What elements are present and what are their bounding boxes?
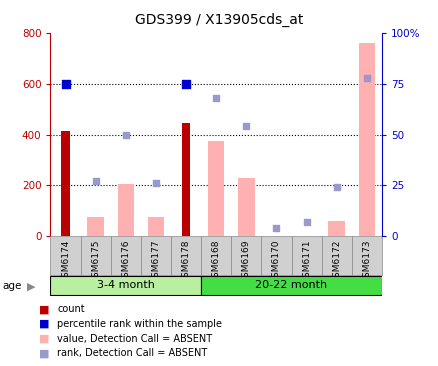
- Text: GDS399 / X13905cds_at: GDS399 / X13905cds_at: [135, 13, 303, 27]
- Bar: [147, 217, 164, 236]
- Bar: [328, 221, 344, 236]
- Text: GSM6176: GSM6176: [121, 239, 130, 283]
- Bar: [117, 184, 134, 236]
- Point: [122, 132, 129, 138]
- Point: [363, 75, 370, 81]
- FancyBboxPatch shape: [50, 276, 201, 295]
- Text: GSM6173: GSM6173: [361, 239, 371, 283]
- Bar: [237, 178, 254, 236]
- Text: ■: ■: [39, 319, 49, 329]
- Text: GSM6172: GSM6172: [332, 239, 340, 283]
- Text: count: count: [57, 304, 85, 314]
- Text: GSM6178: GSM6178: [181, 239, 190, 283]
- FancyBboxPatch shape: [261, 236, 291, 274]
- Text: value, Detection Call = ABSENT: value, Detection Call = ABSENT: [57, 333, 212, 344]
- Text: rank, Detection Call = ABSENT: rank, Detection Call = ABSENT: [57, 348, 207, 358]
- FancyBboxPatch shape: [231, 236, 261, 274]
- Text: GSM6171: GSM6171: [301, 239, 311, 283]
- FancyBboxPatch shape: [291, 236, 321, 274]
- Text: GSM6175: GSM6175: [91, 239, 100, 283]
- FancyBboxPatch shape: [201, 276, 381, 295]
- FancyBboxPatch shape: [110, 236, 141, 274]
- Point: [272, 225, 279, 231]
- Text: GSM6169: GSM6169: [241, 239, 250, 283]
- Bar: [208, 141, 224, 236]
- Point: [92, 178, 99, 184]
- Bar: [181, 123, 190, 236]
- Text: 3-4 month: 3-4 month: [97, 280, 155, 290]
- Point: [242, 123, 249, 129]
- Text: GSM6168: GSM6168: [211, 239, 220, 283]
- Point: [302, 219, 309, 225]
- Point: [332, 184, 339, 190]
- Point: [212, 95, 219, 101]
- Text: GSM6170: GSM6170: [272, 239, 280, 283]
- Text: GSM6174: GSM6174: [61, 239, 70, 283]
- Text: 20-22 month: 20-22 month: [255, 280, 327, 290]
- Point: [182, 81, 189, 87]
- Text: ■: ■: [39, 333, 49, 344]
- FancyBboxPatch shape: [81, 236, 110, 274]
- Bar: [358, 43, 374, 236]
- Bar: [87, 217, 104, 236]
- FancyBboxPatch shape: [50, 236, 81, 274]
- Text: ▶: ▶: [27, 281, 35, 291]
- Point: [152, 180, 159, 186]
- Bar: [61, 131, 70, 236]
- FancyBboxPatch shape: [141, 236, 171, 274]
- Text: percentile rank within the sample: percentile rank within the sample: [57, 319, 222, 329]
- FancyBboxPatch shape: [321, 236, 351, 274]
- FancyBboxPatch shape: [171, 236, 201, 274]
- Text: ■: ■: [39, 304, 49, 314]
- Text: age: age: [2, 281, 21, 291]
- Point: [62, 81, 69, 87]
- FancyBboxPatch shape: [351, 236, 381, 274]
- FancyBboxPatch shape: [201, 236, 231, 274]
- Text: ■: ■: [39, 348, 49, 358]
- Text: GSM6177: GSM6177: [151, 239, 160, 283]
